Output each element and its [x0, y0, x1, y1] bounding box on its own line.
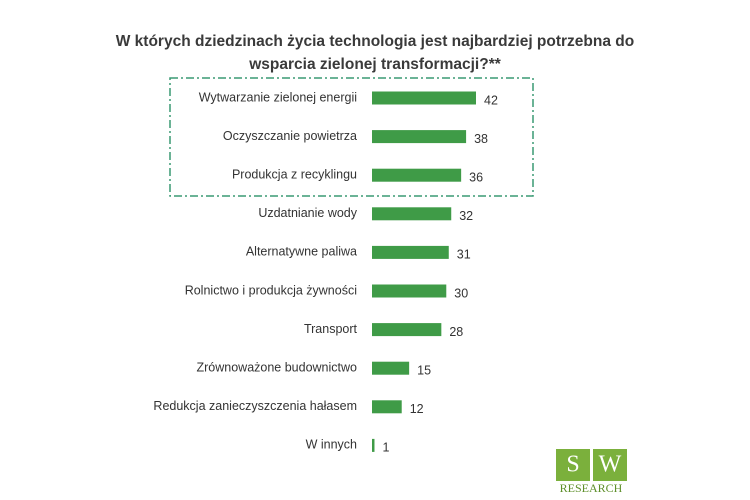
bar: [372, 91, 476, 105]
bar: [372, 400, 402, 414]
value-label: 42: [484, 93, 498, 107]
value-label: 1: [382, 441, 389, 455]
bar: [372, 361, 410, 375]
value-label: 28: [449, 325, 463, 339]
category-label: Oczyszczanie powietrza: [223, 129, 357, 143]
value-label: 38: [474, 132, 488, 146]
bar: [372, 130, 467, 144]
title-line: wsparcia zielonej transformacji?**: [248, 56, 502, 73]
chart-title: W których dziedzinach życia technologia …: [116, 33, 634, 73]
value-label: 12: [410, 402, 424, 416]
category-label: Rolnictwo i produkcja żywności: [185, 283, 357, 297]
value-label: 30: [454, 286, 468, 300]
bar: [372, 245, 449, 259]
logo-tile: [593, 449, 627, 481]
logo-tile: [556, 449, 590, 481]
value-label: 36: [469, 170, 483, 184]
logo-letter: S: [566, 452, 579, 478]
logo-text: RESEARCH: [560, 481, 623, 495]
logo-letter: W: [599, 452, 622, 478]
category-label: Alternatywne paliwa: [246, 245, 357, 259]
highlight-box: [169, 77, 534, 197]
value-label: 32: [459, 209, 473, 223]
category-label: Zrównoważone budownictwo: [196, 360, 357, 374]
category-label: Transport: [304, 322, 358, 336]
bar: [372, 168, 462, 182]
title-line: W których dziedzinach życia technologia …: [116, 33, 634, 50]
bar: [372, 207, 452, 221]
category-label: Redukcja zanieczyszczenia hałasem: [153, 399, 357, 413]
logo: S W RESEARCH: [556, 449, 627, 495]
value-label: 31: [457, 248, 471, 262]
category-label: Uzdatnianie wody: [258, 206, 357, 220]
value-label: 15: [417, 363, 431, 377]
bar: [372, 323, 442, 337]
category-label: Produkcja z recyklingu: [232, 167, 357, 181]
bar: [372, 284, 447, 298]
category-label: Wytwarzanie zielonej energii: [199, 90, 357, 104]
bar: [372, 438, 375, 452]
category-label: W innych: [306, 438, 357, 452]
